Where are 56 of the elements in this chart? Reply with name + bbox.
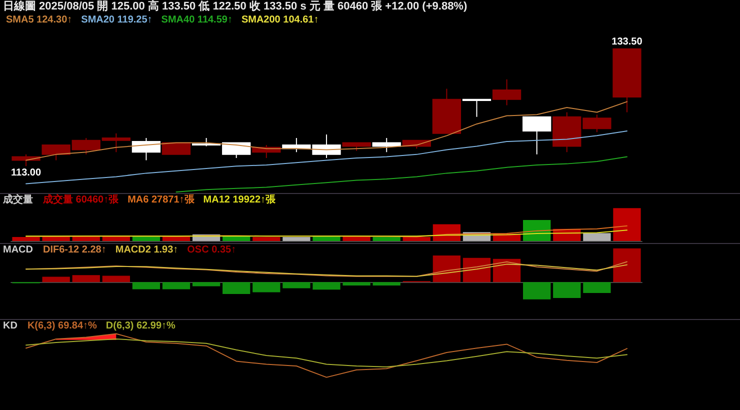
bar: [282, 237, 310, 241]
bar: [102, 276, 130, 282]
legend-label: SMA200 104.61↑: [241, 14, 319, 26]
candlestick: [432, 88, 462, 134]
bar: [132, 236, 160, 241]
bar: [342, 282, 370, 286]
chart-title: KD: [3, 320, 18, 332]
candlestick: [162, 142, 191, 155]
bar: [282, 282, 310, 288]
candlestick: [522, 116, 552, 155]
bar: [312, 282, 340, 290]
candlestick: [372, 138, 401, 153]
bar: [583, 233, 611, 241]
bar: [72, 275, 100, 282]
bar: [42, 276, 70, 282]
series-label: K(6,3) 69.84↑%: [27, 320, 98, 332]
bar: [372, 237, 400, 241]
text: 成交量 60460↑張: [42, 194, 120, 206]
bar: [462, 258, 491, 282]
bar: [222, 282, 250, 294]
chart-title: 成交量: [2, 194, 33, 206]
bar: [523, 282, 551, 300]
bar: [342, 236, 370, 241]
text: SMA5 124.30↑: [6, 14, 72, 26]
annotation: 113.00: [11, 168, 42, 179]
series-label: DIF6-12 2.28↑: [42, 244, 106, 256]
candlestick: [492, 78, 522, 106]
text: SMA40 114.59↑: [161, 14, 232, 26]
series-label: MACD2 1.93↑: [115, 244, 178, 256]
text: MA6 27871↑張: [128, 194, 196, 206]
chart-title: MACD: [3, 244, 33, 256]
bar: [492, 258, 521, 282]
bar: [432, 255, 461, 282]
bar: [432, 224, 461, 241]
bar: [402, 237, 430, 241]
bar: [252, 282, 280, 292]
candlestick: [612, 48, 642, 113]
text: OSC 0.35↑: [187, 244, 236, 256]
annotation: 133.50: [612, 36, 643, 48]
bar: [162, 282, 190, 290]
bar: [12, 237, 40, 241]
text: SMA20 119.25↑: [81, 14, 152, 26]
chart-title: 日線圖 2025/08/05 開 125.00 高 133.50 低 122.50 收 133.50 s 元 量 60460 張 +12.00 (+9.88%): [3, 0, 468, 12]
bar: [132, 282, 160, 290]
bar: [192, 282, 220, 286]
series-label: D(6,3) 62.99↑%: [106, 320, 176, 332]
text: MA12 19922↑張: [203, 194, 277, 206]
candlestick: [342, 142, 371, 152]
bar: [583, 282, 611, 293]
bar: [553, 282, 581, 298]
candlestick: [462, 98, 492, 118]
candlestick: [132, 138, 161, 161]
bar: [372, 282, 400, 286]
bar: [613, 208, 641, 241]
bar: [613, 248, 641, 282]
bar: [252, 237, 280, 241]
